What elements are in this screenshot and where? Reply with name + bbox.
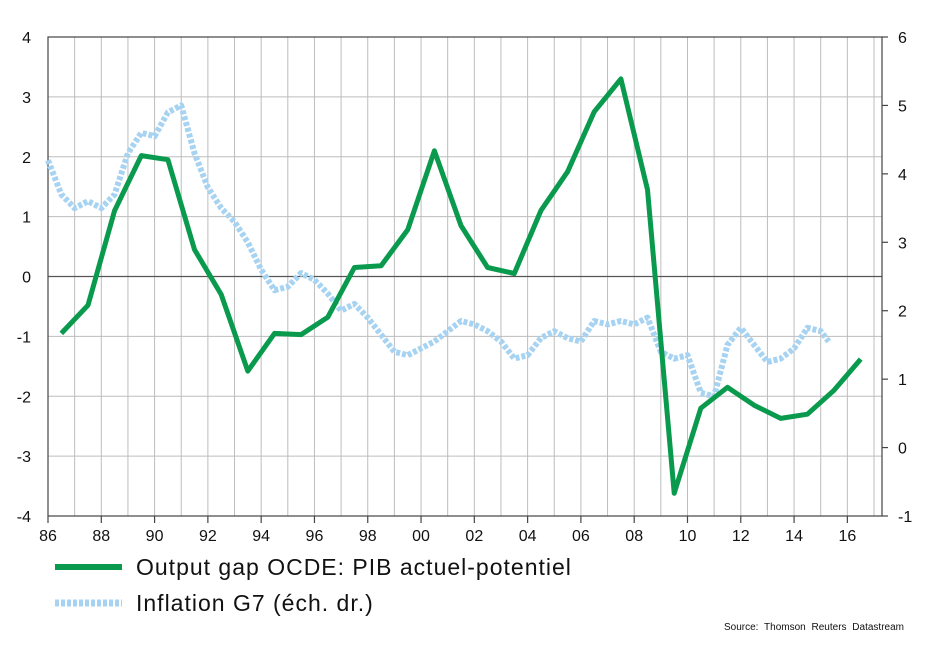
x-tick-label: 08 [625,528,643,545]
y-right-tick-label: 2 [898,304,907,321]
y-left-tick-label: -4 [17,509,31,526]
y-left-tick-label: -3 [17,449,31,466]
series-line-inflation [45,102,832,400]
x-tick-label: 14 [785,528,803,545]
legend: Output gap OCDE: PIB actuel-potentiel In… [55,554,572,616]
y-right-tick-label: -1 [898,509,912,526]
y-right-tick-label: 4 [898,167,907,184]
y-right-tick-label: 3 [898,235,907,252]
x-tick-label: 04 [519,528,537,545]
legend-label-output-gap: Output gap OCDE: PIB actuel-potentiel [136,554,572,580]
x-tick-label: 16 [838,528,856,545]
series-lines [45,76,863,496]
y-right-tick-label: 6 [898,30,907,47]
source-note: Source: Thomson Reuters Datastream [724,622,904,633]
x-tick-label: 06 [572,528,590,545]
x-tick-label: 12 [732,528,750,545]
axes: 86 88 90 92 94 96 98 00 02 04 06 08 10 12 14 1643210-1-… [17,30,913,545]
y-left-tick-label: 0 [22,270,31,287]
x-tick-label: 96 [306,528,324,545]
y-left-tick-label: 1 [22,210,31,227]
y-left-tick-label: -1 [17,329,31,346]
x-tick-label: 10 [679,528,697,545]
x-tick-label: 90 [146,528,164,545]
y-left-tick-label: 3 [22,90,31,107]
x-tick-label: 88 [92,528,110,545]
y-left-tick-label: 4 [22,30,31,47]
x-tick-label: 98 [359,528,377,545]
x-tick-label: 86 [39,528,57,545]
x-tick-label: 92 [199,528,217,545]
x-tick-label: 00 [412,528,430,545]
y-right-tick-label: 1 [898,372,907,389]
y-right-tick-label: 5 [898,98,907,115]
y-left-tick-label: -2 [17,389,31,406]
legend-label-inflation: Inflation G7 (éch. dr.) [136,590,374,616]
x-tick-label: 94 [252,528,270,545]
plot-frame [47,36,883,517]
series-line-output-gap [59,76,863,496]
y-right-tick-label: 0 [898,441,907,458]
y-left-tick-label: 2 [22,150,31,167]
x-tick-label: 02 [465,528,483,545]
